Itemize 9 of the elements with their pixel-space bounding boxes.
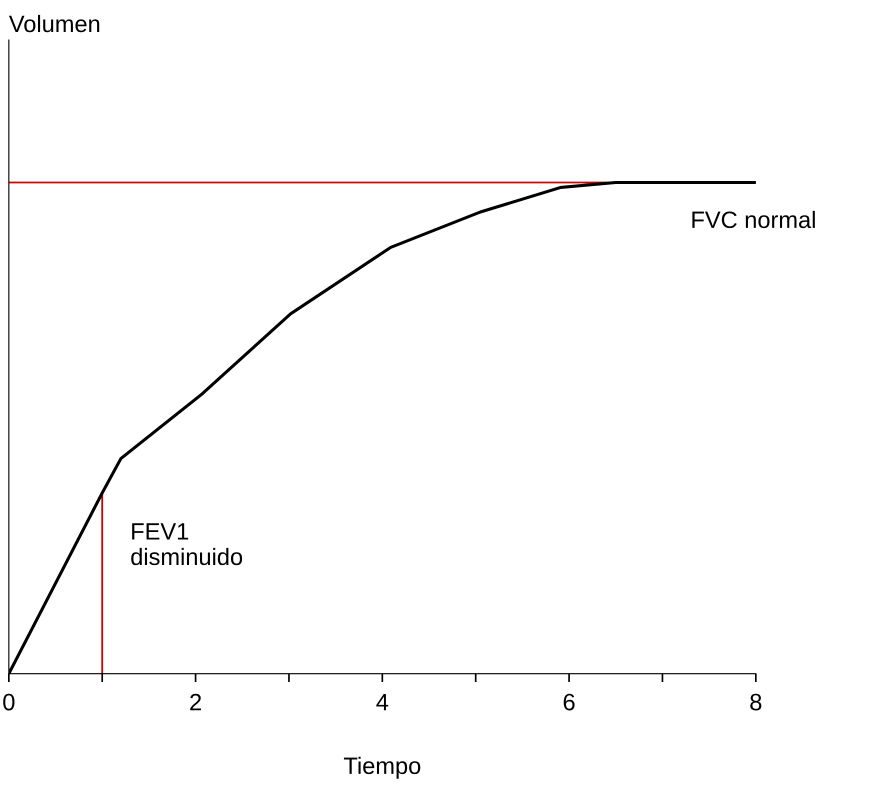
text: Volumen: [8, 14, 100, 32]
ref-line-label: FEV1 disminuido: [131, 523, 242, 566]
x-tick-label: 2: [190, 694, 201, 710]
x-tick-label: 0: [3, 694, 14, 710]
x-tick-label: 8: [750, 694, 762, 710]
x-tick-label: 4: [376, 694, 388, 710]
ref-line-label: FVC normal: [692, 210, 815, 228]
x-axis-title: Tiempo: [344, 756, 420, 779]
x-tick-label: 6: [564, 694, 575, 710]
